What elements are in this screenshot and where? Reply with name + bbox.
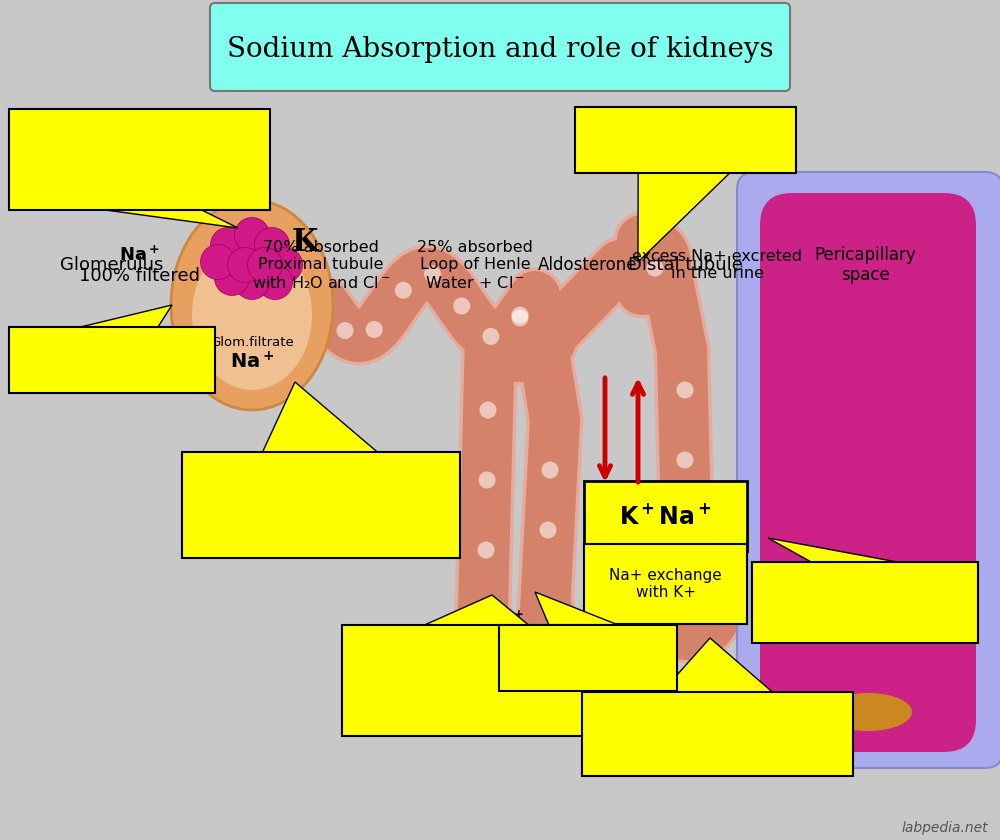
Text: $\bf{Na^+}$: $\bf{Na^+}$ (230, 351, 274, 373)
Circle shape (479, 471, 496, 489)
FancyBboxPatch shape (9, 327, 215, 393)
Circle shape (542, 461, 558, 479)
FancyBboxPatch shape (752, 562, 978, 643)
Circle shape (478, 542, 495, 559)
Polygon shape (638, 170, 733, 262)
Text: Glomerulus: Glomerulus (60, 256, 164, 274)
FancyBboxPatch shape (582, 692, 853, 776)
Polygon shape (68, 305, 172, 330)
FancyBboxPatch shape (584, 544, 747, 624)
Circle shape (453, 297, 470, 314)
Circle shape (254, 228, 290, 263)
Text: excess Na+ excreted
in the urine: excess Na+ excreted in the urine (633, 249, 802, 281)
Circle shape (234, 265, 270, 300)
FancyBboxPatch shape (9, 109, 270, 210)
Ellipse shape (171, 200, 333, 410)
Ellipse shape (824, 693, 912, 731)
Circle shape (268, 248, 302, 282)
Circle shape (512, 309, 528, 327)
Polygon shape (659, 638, 776, 695)
Circle shape (210, 228, 246, 263)
Text: labpedia.net: labpedia.net (901, 821, 988, 835)
Circle shape (234, 218, 270, 253)
Text: Pericapillary
space: Pericapillary space (814, 245, 916, 285)
Circle shape (676, 381, 694, 398)
FancyBboxPatch shape (499, 625, 677, 691)
FancyBboxPatch shape (575, 107, 796, 173)
Circle shape (248, 248, 283, 282)
Text: Glom.filtrate: Glom.filtrate (210, 335, 294, 349)
Ellipse shape (192, 240, 312, 390)
Circle shape (336, 322, 354, 339)
Circle shape (366, 321, 383, 338)
Circle shape (424, 265, 441, 282)
Text: Sodium Absorption and role of kidneys: Sodium Absorption and role of kidneys (227, 35, 773, 62)
Circle shape (482, 328, 499, 345)
Text: Na+ exchange
with K+: Na+ exchange with K+ (609, 568, 722, 601)
Circle shape (228, 248, 262, 282)
Circle shape (676, 522, 694, 538)
Circle shape (480, 402, 496, 418)
Text: Distal tubule: Distal tubule (628, 256, 743, 274)
Text: 70% absorbed
Proximal tubule
with H₂O and Cl$^-$: 70% absorbed Proximal tubule with H₂O an… (252, 239, 390, 291)
FancyBboxPatch shape (584, 481, 747, 551)
Circle shape (258, 265, 292, 300)
Polygon shape (418, 595, 532, 628)
FancyBboxPatch shape (737, 172, 1000, 768)
Polygon shape (535, 592, 626, 628)
Text: $\bf{Na^+}$: $\bf{Na^+}$ (486, 611, 524, 630)
FancyBboxPatch shape (210, 3, 790, 91)
Circle shape (201, 244, 236, 280)
Circle shape (540, 522, 556, 538)
Polygon shape (83, 207, 238, 228)
Circle shape (676, 452, 694, 469)
Text: 25% absorbed
Loop of Henle
Water + Cl$^-$: 25% absorbed Loop of Henle Water + Cl$^-… (417, 239, 533, 291)
Circle shape (512, 307, 528, 323)
Circle shape (395, 281, 412, 299)
Circle shape (646, 260, 664, 276)
FancyBboxPatch shape (342, 625, 608, 736)
Text: Aldosterone: Aldosterone (538, 256, 638, 274)
Polygon shape (768, 538, 913, 565)
Circle shape (214, 260, 250, 296)
Text: K: K (292, 227, 318, 258)
FancyBboxPatch shape (182, 452, 460, 558)
Text: $\mathbf{Na^+}$
100% filtered: $\mathbf{Na^+}$ 100% filtered (79, 245, 200, 285)
Text: $\mathbf{K^+Na^+}$: $\mathbf{K^+Na^+}$ (619, 503, 712, 528)
Polygon shape (261, 382, 381, 455)
FancyBboxPatch shape (760, 193, 976, 752)
